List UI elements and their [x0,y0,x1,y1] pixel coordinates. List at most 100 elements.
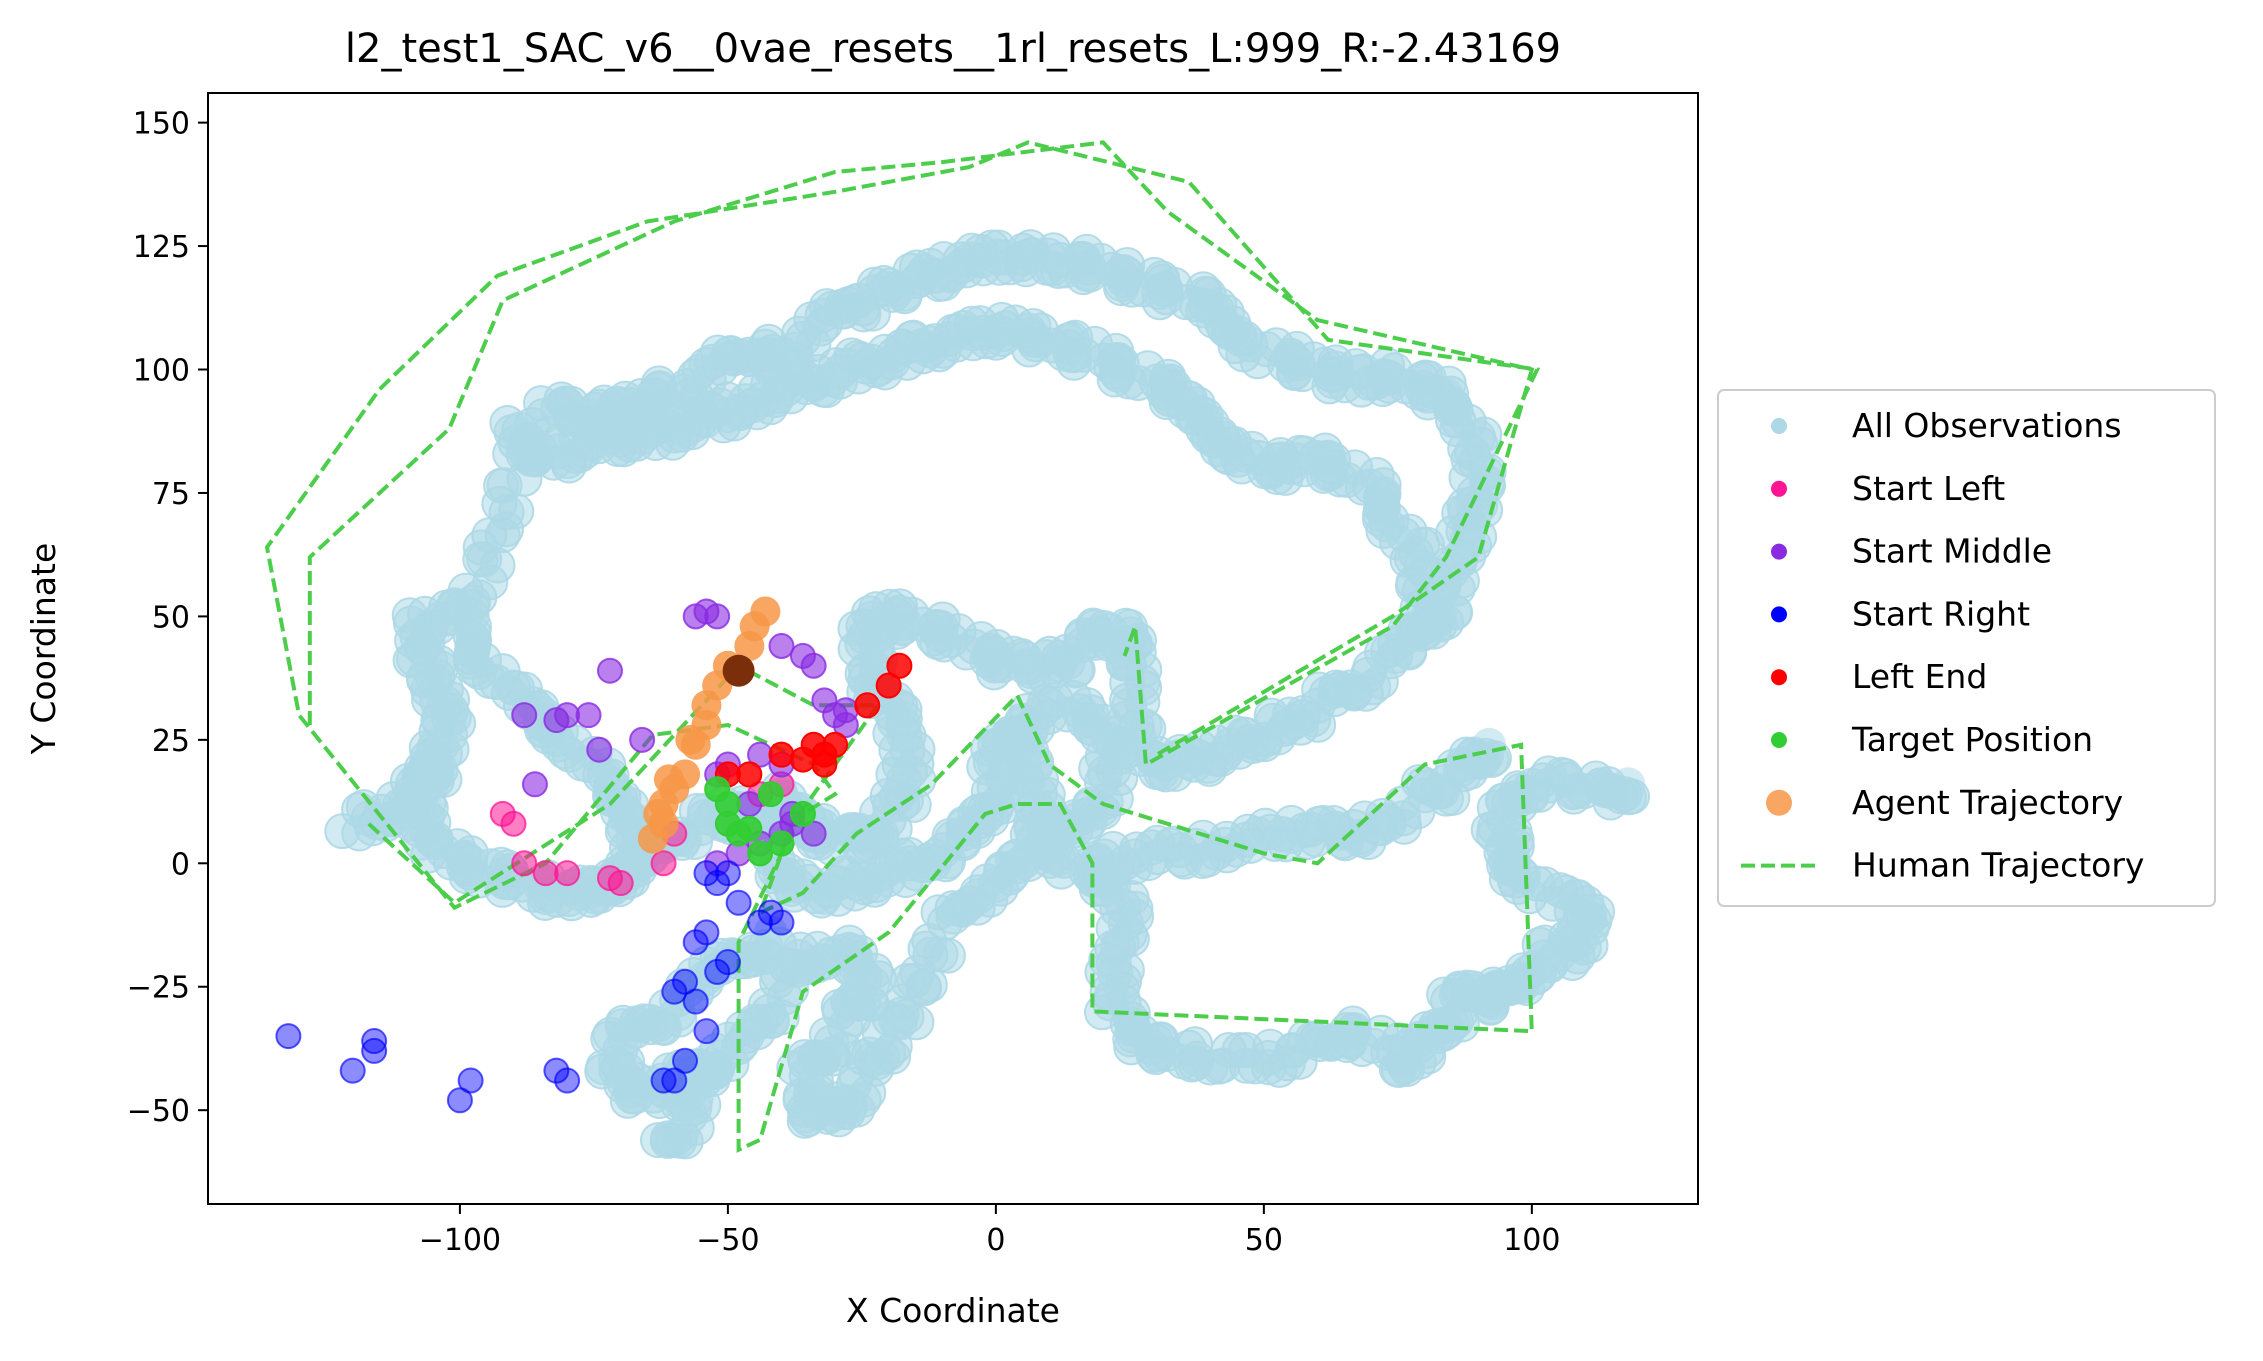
observation-point [486,467,523,504]
target-position-point [768,830,795,857]
start-middle-point [768,633,795,660]
legend-marker [1771,669,1787,686]
start-left-point [500,810,527,837]
start-right-point [693,919,720,946]
start-middle-point [811,687,838,714]
start-right-point [768,909,795,936]
start-right-point [757,899,784,926]
x-tick-label: −100 [419,1223,501,1258]
legend-label: Start Middle [1852,532,2052,571]
start-middle-point [629,726,656,753]
observation-point [689,1043,724,1078]
start-right-point [672,1047,699,1074]
plot-frame [207,92,1699,1205]
start-right-point [704,870,731,897]
start-middle-point [704,850,731,877]
observation-point [1407,609,1442,644]
start-left-point [532,860,559,887]
legend-marker [1766,789,1792,816]
legend-marker [1771,480,1787,497]
x-tick-label: 0 [986,1223,1005,1258]
start-left-point [650,850,677,877]
legend-label: All Observations [1852,406,2122,445]
legend-label: Start Right [1852,594,2030,633]
y-tick-label: −25 [127,971,190,1006]
human-trajectory-layer [264,140,1541,1153]
agent-trajectory-point [653,764,684,795]
start-right-point [714,860,741,887]
start-left-point [554,860,581,887]
left-end-point [736,761,763,788]
start-points-layer [275,598,913,1114]
x-axis-label: X Coordinate [846,1291,1060,1330]
start-right-point [339,1057,366,1084]
human-trajectory-line [307,140,1535,757]
start-right-point [693,1018,720,1045]
legend-label: Start Left [1852,469,2005,508]
all-observations-layer [324,229,1651,1160]
legend-label: Left End [1852,657,1987,696]
target-position-point [757,781,784,808]
start-middle-point [586,736,613,763]
left-end-point [875,672,902,699]
human-trajectory-line [264,140,1541,1153]
legend-marker [1771,418,1787,434]
y-axis-ticks: −50 −25 0 25 50 75 100 125 150 [127,107,208,1129]
y-tick-label: 50 [152,600,190,635]
start-right-point [747,909,774,936]
start-middle-point [543,707,570,734]
start-right-point [682,988,709,1015]
y-tick-label: 25 [152,724,190,759]
y-tick-label: −50 [127,1094,190,1129]
observation-point [571,875,606,910]
y-axis-label: Y Coordinate [24,543,63,756]
legend-label: Target Position [1851,720,2093,759]
legend-label: Human Trajectory [1852,846,2144,885]
x-tick-label: 50 [1245,1223,1283,1258]
legend-marker [1771,732,1787,748]
x-tick-label: −50 [696,1223,759,1258]
y-tick-label: 75 [152,477,190,512]
observation-point [1611,767,1646,802]
observation-point [421,757,456,792]
start-right-point [650,1067,677,1094]
start-middle-point [575,702,602,729]
target-position-point [747,840,774,867]
observation-point [753,915,788,950]
x-tick-label: 100 [1503,1223,1560,1258]
start-right-point [714,949,741,976]
target-position-point [736,815,763,842]
y-tick-label: 0 [171,847,190,882]
start-right-point [554,1067,581,1094]
chart-title: l2_test1_SAC_v6__0vae_resets__1rl_resets… [345,26,1561,72]
left-end-point [854,692,881,719]
left-end-point [886,652,913,679]
start-middle-point [800,652,827,679]
left-end-point [800,731,827,758]
y-tick-label: 150 [133,107,190,142]
start-right-point [682,929,709,956]
legend-marker [1771,606,1787,623]
start-right-point [361,1037,388,1064]
start-right-point [446,1087,473,1114]
start-right-point [457,1067,484,1094]
start-middle-point [596,657,623,684]
start-right-point [661,978,688,1005]
start-right-point [672,968,699,995]
target-position-point [789,800,816,827]
start-middle-point [521,771,548,798]
start-right-point [693,860,720,887]
agent-end-point [722,654,755,687]
left-end-point [768,741,795,768]
observation-point [1471,727,1506,762]
start-right-point [661,1067,688,1094]
start-middle-point [682,603,709,630]
start-middle-point [736,791,763,818]
y-tick-label: 100 [133,354,190,389]
left-end-point [811,751,838,778]
start-left-point [607,870,634,897]
start-right-point [361,1028,388,1055]
agent-trajectory-layer [637,596,781,854]
start-right-point [543,1057,570,1084]
